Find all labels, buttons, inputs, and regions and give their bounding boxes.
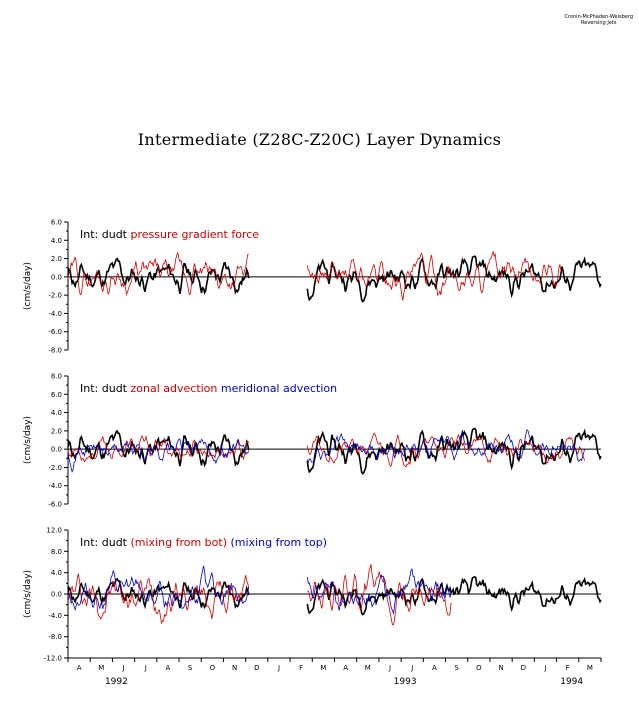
y-tick-label: -2.0	[48, 464, 62, 472]
x-tick-label: J	[388, 664, 391, 672]
x-tick-label: M	[587, 664, 593, 672]
series-line	[67, 434, 250, 463]
x-tick-label: S	[188, 664, 193, 672]
x-tick-label: D	[254, 664, 259, 672]
legend-item: dudt	[98, 382, 127, 395]
y-tick-label: -12.0	[44, 655, 62, 663]
page-title: Intermediate (Z28C-Z20C) Layer Dynamics	[137, 130, 502, 149]
y-tick-label: 4.0	[51, 569, 62, 577]
y-tick-label: -4.0	[48, 310, 62, 318]
y-tick-label: 0.0	[51, 591, 62, 599]
x-tick-label: A	[343, 664, 348, 672]
x-tick-label: N	[498, 664, 503, 672]
x-tick-label: A	[77, 664, 82, 672]
y-tick-label: -2.0	[48, 292, 62, 300]
y-tick-label: 2.0	[51, 427, 62, 435]
x-tick-label: J	[121, 664, 124, 672]
x-tick-label: M	[98, 664, 104, 672]
legend-item: pressure gradient force	[127, 228, 259, 241]
x-tick-label: O	[210, 664, 216, 672]
x-year-label: 1992	[105, 677, 128, 687]
y-tick-label: 6.0	[51, 219, 62, 227]
y-axis-label: (cm/s/day)	[23, 262, 33, 310]
x-tick-label: J	[543, 664, 546, 672]
x-tick-label: J	[144, 664, 147, 672]
x-tick-label: F	[299, 664, 303, 672]
legend-item: Int:	[80, 536, 98, 549]
series-line	[67, 251, 249, 296]
x-tick-label: O	[476, 664, 482, 672]
x-tick-label: F	[566, 664, 570, 672]
x-tick-label: D	[521, 664, 526, 672]
y-tick-label: 0.0	[51, 446, 62, 454]
y-axis-label: (cm/s/day)	[23, 416, 33, 464]
x-year-label: 1994	[560, 677, 583, 687]
x-tick-label: A	[166, 664, 171, 672]
x-tick-label: N	[232, 664, 237, 672]
series-line	[67, 438, 250, 473]
legend-item: zonal advection	[127, 382, 217, 395]
x-tick-label: J	[277, 664, 280, 672]
y-tick-label: -4.0	[48, 612, 62, 620]
legend-item: (mixing from top)	[227, 536, 327, 549]
y-tick-label: 8.0	[51, 548, 62, 556]
series-line	[67, 573, 250, 624]
y-tick-label: -6.0	[48, 328, 62, 336]
y-tick-label: -4.0	[48, 482, 62, 490]
legend: Int: dudt zonal advection meridional adv…	[80, 382, 337, 395]
series-line	[306, 575, 602, 616]
y-tick-label: 4.0	[51, 237, 62, 245]
x-tick-label: S	[454, 664, 459, 672]
legend-item: meridional advection	[217, 382, 337, 395]
y-tick-label: -6.0	[48, 501, 62, 509]
y-tick-label: 12.0	[46, 527, 62, 535]
credit-line-2: Reversing Jets	[581, 20, 617, 26]
x-tick-label: A	[432, 664, 437, 672]
series-line	[67, 565, 250, 612]
x-tick-label: J	[410, 664, 413, 672]
x-year-label: 1993	[394, 677, 417, 687]
legend-item: (mixing from bot)	[127, 536, 227, 549]
series-line	[306, 427, 602, 475]
series-line	[306, 428, 585, 464]
credit-line-1: Cronin-McPhaden-Weisberg	[564, 14, 633, 20]
series-line	[306, 250, 564, 301]
y-axis-label: (cm/s/day)	[23, 570, 33, 618]
y-tick-label: -8.0	[48, 347, 62, 355]
y-tick-label: -8.0	[48, 633, 62, 641]
y-tick-label: 2.0	[51, 255, 62, 263]
x-tick-label: M	[320, 664, 326, 672]
legend: Int: dudt pressure gradient force	[80, 228, 259, 241]
legend-item: dudt	[98, 228, 127, 241]
legend-item: dudt	[98, 536, 127, 549]
y-tick-label: 4.0	[51, 409, 62, 417]
y-tick-label: 6.0	[51, 391, 62, 399]
y-tick-label: 0.0	[51, 273, 62, 281]
legend: Int: dudt (mixing from bot) (mixing from…	[80, 536, 327, 549]
legend-item: Int:	[80, 382, 98, 395]
y-tick-label: 8.0	[51, 373, 62, 381]
series-line	[306, 568, 452, 615]
series-line	[306, 255, 602, 303]
x-tick-label: M	[365, 664, 371, 672]
legend-item: Int:	[80, 228, 98, 241]
series-line	[307, 564, 452, 626]
credit-text: Cronin-McPhaden-Weisberg Reversing Jets	[565, 14, 633, 26]
